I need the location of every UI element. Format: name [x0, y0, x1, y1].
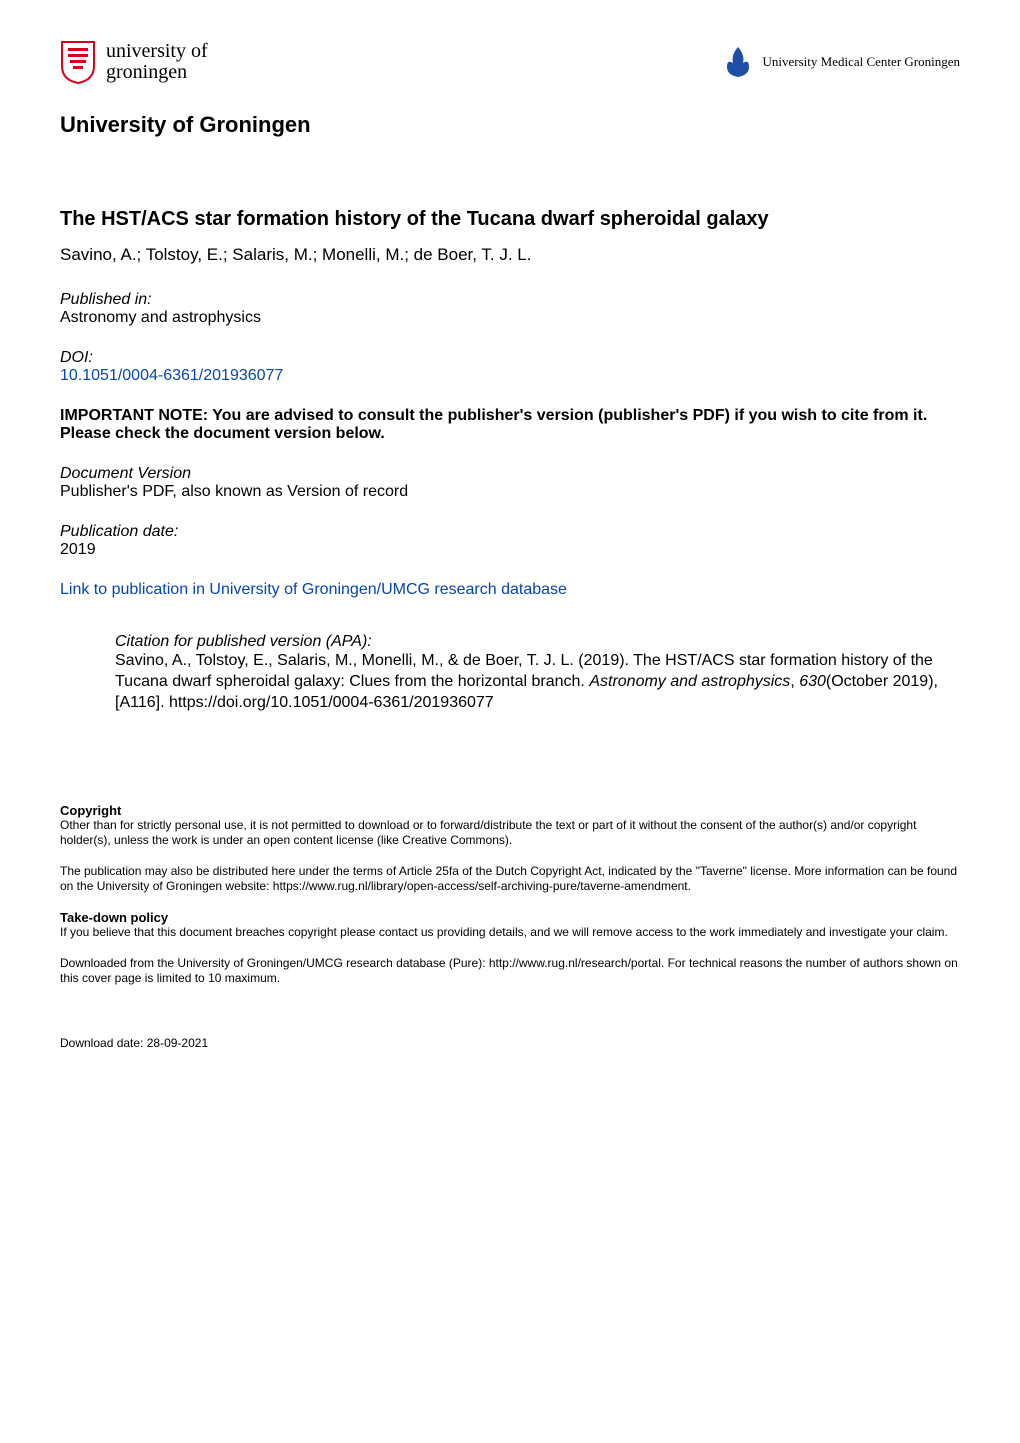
published-in-label: Published in: [60, 291, 960, 309]
doi-block: DOI: 10.1051/0004-6361/201936077 [60, 349, 960, 385]
university-name-line2: groningen [106, 62, 208, 83]
takedown-text: If you believe that this document breach… [60, 925, 960, 940]
important-note-block: IMPORTANT NOTE: You are advised to consu… [60, 407, 960, 443]
umcg-logo-block: University Medical Center Groningen [721, 45, 960, 79]
header-bar: university of groningen University Medic… [60, 40, 960, 84]
university-heading: University of Groningen [60, 112, 960, 138]
university-logo-block: university of groningen [60, 40, 208, 84]
publication-date-label: Publication date: [60, 523, 960, 541]
taverne-text: The publication may also be distributed … [60, 864, 960, 894]
repository-link[interactable]: Link to publication in University of Gro… [60, 581, 960, 599]
publication-date-value: 2019 [60, 541, 960, 559]
university-name: university of groningen [106, 41, 208, 83]
copyright-text: Other than for strictly personal use, it… [60, 818, 960, 848]
doi-label: DOI: [60, 349, 960, 367]
document-version-label: Document Version [60, 465, 960, 483]
published-in-value: Astronomy and astrophysics [60, 309, 960, 327]
page: university of groningen University Medic… [0, 0, 1020, 1080]
important-note-text: IMPORTANT NOTE: You are advised to consu… [60, 407, 927, 442]
citation-text-2: , [790, 673, 799, 690]
citation-heading: Citation for published version (APA): [115, 633, 960, 651]
takedown-block: Take-down policy If you believe that thi… [60, 910, 960, 940]
copyright-heading: Copyright [60, 803, 960, 818]
doi-link[interactable]: 10.1051/0004-6361/201936077 [60, 367, 960, 385]
university-name-line1: university of [106, 41, 208, 62]
citation-volume: 630 [799, 673, 826, 690]
downloaded-from-text: Downloaded from the University of Gronin… [60, 956, 960, 986]
authors-line: Savino, A.; Tolstoy, E.; Salaris, M.; Mo… [60, 245, 960, 265]
citation-journal: Astronomy and astrophysics [589, 673, 790, 690]
paper-title: The HST/ACS star formation history of th… [60, 208, 960, 231]
document-version-value: Publisher's PDF, also known as Version o… [60, 483, 960, 501]
download-date-line: Download date: 28-09-2021 [60, 1036, 960, 1050]
citation-body: Savino, A., Tolstoy, E., Salaris, M., Mo… [115, 651, 960, 713]
umcg-name: University Medical Center Groningen [763, 54, 960, 70]
copyright-block: Copyright Other than for strictly person… [60, 803, 960, 848]
document-version-block: Document Version Publisher's PDF, also k… [60, 465, 960, 501]
takedown-heading: Take-down policy [60, 910, 960, 925]
publication-date-block: Publication date: 2019 [60, 523, 960, 559]
download-date-label: Download date: [60, 1036, 147, 1050]
university-crest-icon [60, 40, 96, 84]
umcg-flame-icon [721, 45, 755, 79]
download-date-value: 28-09-2021 [147, 1036, 208, 1050]
citation-block: Citation for published version (APA): Sa… [115, 633, 960, 713]
published-in-block: Published in: Astronomy and astrophysics [60, 291, 960, 327]
